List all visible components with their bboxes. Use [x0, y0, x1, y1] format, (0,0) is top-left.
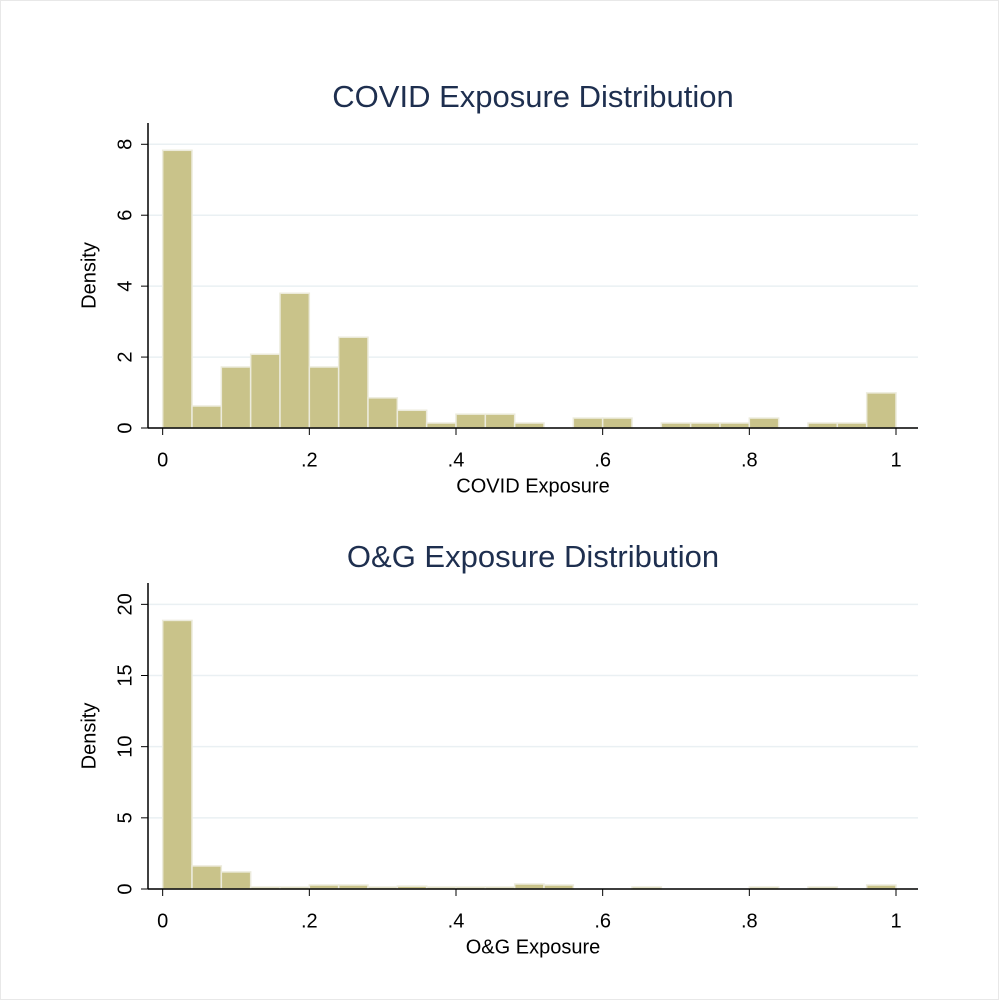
- bar: [748, 417, 780, 429]
- bar: [865, 392, 897, 429]
- x-tick-label: 0: [157, 449, 168, 471]
- x-tick-label: .6: [594, 449, 611, 471]
- y-tick-label: 2: [114, 352, 136, 363]
- y-tick-label: 6: [114, 210, 136, 221]
- y-tick-label: 0: [114, 883, 136, 894]
- bar: [455, 413, 487, 429]
- x-tick-label: 1: [890, 910, 901, 932]
- x-tick-label: .6: [594, 910, 611, 932]
- bar: [279, 292, 311, 429]
- bar: [308, 366, 340, 429]
- chart-title: O&G Exposure Distribution: [347, 539, 719, 574]
- x-tick-label: .2: [301, 910, 318, 932]
- chart-title: COVID Exposure Distribution: [332, 79, 733, 114]
- bar: [249, 353, 281, 429]
- bar: [337, 336, 369, 429]
- x-tick-label: 0: [157, 910, 168, 932]
- bar: [161, 149, 193, 429]
- bar: [484, 413, 516, 429]
- y-tick-label: 10: [114, 736, 136, 758]
- x-tick-label: .4: [448, 910, 465, 932]
- x-tick-label: .4: [448, 449, 465, 471]
- x-tick-label: .8: [741, 910, 758, 932]
- bar: [220, 366, 252, 429]
- y-tick-label: 20: [114, 593, 136, 615]
- bar: [191, 405, 223, 429]
- x-tick-label: .2: [301, 449, 318, 471]
- y-tick-label: 0: [114, 422, 136, 433]
- x-axis-label: COVID Exposure: [456, 475, 609, 497]
- y-tick-label: 15: [114, 664, 136, 686]
- y-axis-label: Density: [78, 242, 100, 309]
- x-axis-label: O&G Exposure: [466, 936, 601, 958]
- y-tick-label: 4: [114, 281, 136, 292]
- bar: [572, 417, 604, 429]
- bar: [396, 409, 428, 429]
- y-tick-label: 8: [114, 139, 136, 150]
- bar: [220, 871, 252, 890]
- x-tick-label: 1: [890, 449, 901, 471]
- y-axis-label: Density: [78, 703, 100, 770]
- y-tick-label: 5: [114, 812, 136, 823]
- bar: [161, 619, 193, 890]
- bar: [191, 865, 223, 890]
- x-tick-label: .8: [741, 449, 758, 471]
- bar: [367, 397, 399, 429]
- bar: [601, 417, 633, 429]
